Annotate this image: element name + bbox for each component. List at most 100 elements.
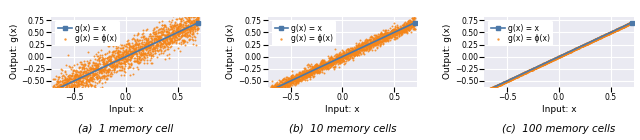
g(x) = ϕ(x)	[272, 89, 282, 91]
g(x) = ϕ(x)	[620, 24, 630, 26]
g(x) = ϕ(x)	[519, 72, 529, 74]
g(x) = ϕ(x)	[322, 64, 332, 66]
g(x) = ϕ(x)	[188, 29, 198, 31]
g(x) = ϕ(x)	[278, 88, 288, 90]
g(x) = ϕ(x)	[125, 74, 136, 76]
g(x) = ϕ(x)	[319, 64, 330, 66]
g(x) = ϕ(x)	[591, 38, 602, 41]
g(x) = ϕ(x)	[360, 41, 371, 44]
g(x) = ϕ(x)	[290, 79, 300, 81]
g(x) = ϕ(x)	[143, 39, 154, 41]
g(x) = ϕ(x)	[170, 39, 180, 42]
g(x) = ϕ(x)	[312, 67, 323, 69]
g(x) = ϕ(x)	[562, 52, 572, 54]
g(x) = ϕ(x)	[349, 49, 359, 51]
g(x) = ϕ(x)	[583, 42, 593, 44]
g(x) = ϕ(x)	[490, 86, 500, 88]
g(x) = ϕ(x)	[606, 31, 616, 33]
g(x) = ϕ(x)	[267, 86, 277, 88]
g(x) = ϕ(x)	[508, 77, 518, 80]
g(x) = ϕ(x)	[571, 47, 581, 50]
g(x) = ϕ(x)	[588, 39, 598, 42]
g(x) = ϕ(x)	[143, 43, 153, 45]
g(x) = ϕ(x)	[396, 27, 406, 29]
g(x) = ϕ(x)	[544, 60, 554, 63]
g(x) = ϕ(x)	[168, 34, 178, 37]
g(x) = ϕ(x)	[323, 63, 333, 65]
g(x) = ϕ(x)	[618, 25, 628, 28]
g(x) = ϕ(x)	[566, 50, 577, 52]
g(x) = ϕ(x)	[164, 25, 175, 27]
g(x) = ϕ(x)	[551, 57, 561, 59]
g(x) = ϕ(x)	[541, 61, 551, 64]
g(x) = ϕ(x)	[102, 74, 113, 76]
g(x) = ϕ(x)	[606, 31, 616, 33]
g(x) = ϕ(x)	[78, 81, 88, 83]
Y-axis label: Output: g(x): Output: g(x)	[227, 24, 236, 80]
g(x) = ϕ(x)	[380, 30, 390, 32]
g(x) = ϕ(x)	[268, 90, 278, 92]
g(x) = ϕ(x)	[53, 81, 63, 84]
g(x) = ϕ(x)	[543, 60, 554, 63]
g(x) = ϕ(x)	[494, 84, 504, 86]
g(x) = ϕ(x)	[623, 24, 633, 26]
g(x) = ϕ(x)	[313, 70, 323, 72]
g(x) = ϕ(x)	[163, 41, 173, 43]
g(x) = ϕ(x)	[547, 59, 557, 61]
g(x) = ϕ(x)	[304, 75, 314, 77]
g(x) = ϕ(x)	[544, 60, 554, 62]
g(x) = ϕ(x)	[338, 60, 348, 62]
g(x) = ϕ(x)	[490, 86, 500, 88]
g(x) = ϕ(x)	[340, 57, 350, 60]
g(x) = ϕ(x)	[538, 63, 548, 65]
g(x) = ϕ(x)	[60, 71, 70, 73]
g(x) = ϕ(x)	[391, 29, 401, 32]
g(x) = ϕ(x)	[60, 78, 70, 80]
g(x) = ϕ(x)	[135, 60, 145, 63]
g(x) = ϕ(x)	[50, 86, 60, 88]
g(x) = ϕ(x)	[112, 41, 122, 43]
g(x) = ϕ(x)	[122, 54, 132, 56]
g(x) = ϕ(x)	[95, 69, 106, 72]
g(x) = ϕ(x)	[482, 89, 492, 91]
g(x) = ϕ(x)	[498, 81, 508, 84]
g(x) = ϕ(x)	[500, 81, 511, 83]
g(x) = ϕ(x)	[97, 54, 108, 56]
g(x) = ϕ(x)	[488, 87, 498, 89]
g(x) = ϕ(x)	[371, 39, 381, 41]
g(x) = ϕ(x)	[149, 42, 159, 44]
g(x) = ϕ(x)	[337, 50, 348, 52]
g(x) = ϕ(x)	[318, 62, 328, 64]
g(x) = ϕ(x)	[135, 45, 145, 47]
g(x) = ϕ(x)	[190, 38, 200, 41]
g(x) = ϕ(x)	[282, 81, 292, 83]
g(x) = ϕ(x)	[385, 33, 395, 35]
g(x) = ϕ(x)	[624, 22, 634, 25]
g(x) = ϕ(x)	[141, 37, 151, 40]
g(x) = ϕ(x)	[482, 89, 492, 91]
g(x) = ϕ(x)	[591, 38, 601, 40]
g(x) = ϕ(x)	[583, 42, 593, 44]
g(x) = ϕ(x)	[529, 67, 539, 69]
g(x) = ϕ(x)	[497, 82, 508, 85]
g(x) = ϕ(x)	[328, 62, 339, 65]
g(x) = ϕ(x)	[311, 67, 321, 69]
g(x) = ϕ(x)	[311, 62, 321, 65]
g(x) = ϕ(x)	[88, 74, 99, 76]
g(x) = ϕ(x)	[284, 82, 294, 84]
g(x) = ϕ(x)	[335, 53, 345, 55]
g(x) = ϕ(x)	[141, 54, 151, 56]
g(x) = ϕ(x)	[361, 46, 371, 48]
g(x) = ϕ(x)	[289, 79, 299, 81]
g(x) = ϕ(x)	[170, 35, 180, 37]
g(x) = ϕ(x)	[65, 66, 76, 68]
g(x) = ϕ(x)	[483, 89, 493, 91]
g(x) = ϕ(x)	[154, 49, 164, 51]
g(x) = ϕ(x)	[79, 70, 90, 72]
g(x) = ϕ(x)	[399, 28, 410, 31]
g(x) = ϕ(x)	[563, 51, 573, 54]
g(x) = ϕ(x)	[134, 39, 144, 41]
g(x) = ϕ(x)	[163, 43, 173, 45]
g(x) = ϕ(x)	[172, 29, 182, 31]
g(x) = ϕ(x)	[362, 47, 372, 49]
